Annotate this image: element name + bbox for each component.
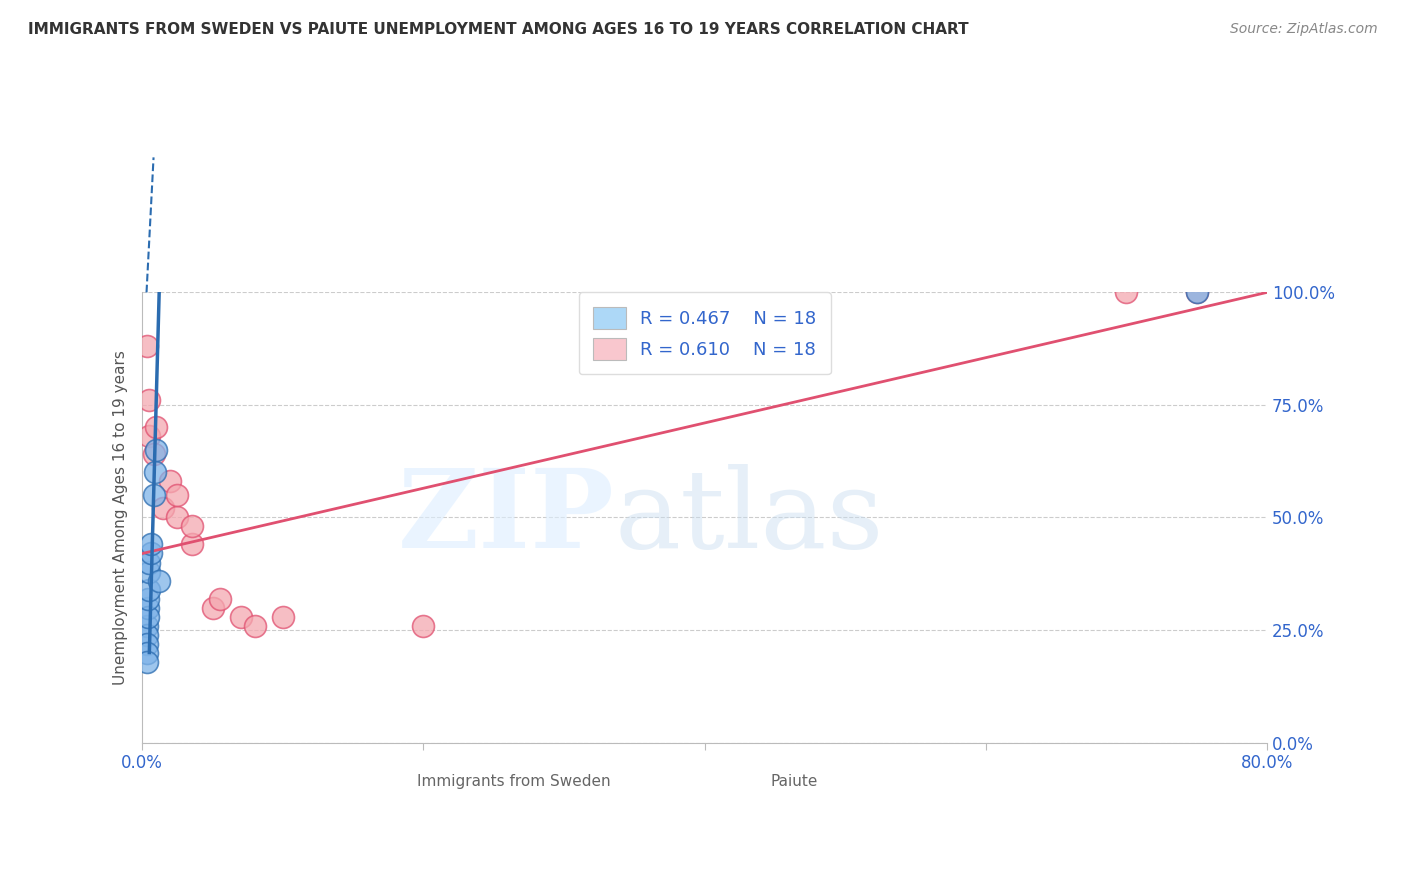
Point [201,600,224,615]
Point [1185,285,1208,300]
Point [145,442,167,457]
Point [136,600,159,615]
Point [135,655,157,669]
Point [159,475,181,489]
Point [412,618,434,632]
Point [208,591,231,606]
Point [229,609,252,624]
Text: Source: ZipAtlas.com: Source: ZipAtlas.com [1230,22,1378,37]
Point [145,420,167,434]
Point [135,646,157,660]
Legend: R = 0.467    N = 18, R = 0.610    N = 18: R = 0.467 N = 18, R = 0.610 N = 18 [579,293,831,375]
Point [143,466,166,480]
Point [166,510,188,524]
Point [243,618,266,632]
Point [180,537,202,551]
Point [166,488,188,502]
Point [135,627,157,641]
Text: IMMIGRANTS FROM SWEDEN VS PAIUTE UNEMPLOYMENT AMONG AGES 16 TO 19 YEARS CORRELAT: IMMIGRANTS FROM SWEDEN VS PAIUTE UNEMPLO… [28,22,969,37]
Point [138,393,160,408]
Point [1115,285,1137,300]
Point [148,574,170,588]
Text: Immigrants from Sweden: Immigrants from Sweden [416,774,610,789]
Point [139,537,162,551]
Point [138,565,160,579]
Point [1185,285,1208,300]
Point [136,609,159,624]
Text: atlas: atlas [614,464,884,571]
Point [136,591,159,606]
Point [138,582,160,597]
Point [135,618,157,632]
Text: ZIP: ZIP [398,464,614,571]
Point [139,547,162,561]
Point [138,429,160,443]
Point [142,488,165,502]
Y-axis label: Unemployment Among Ages 16 to 19 years: Unemployment Among Ages 16 to 19 years [114,350,128,685]
Point [135,636,157,650]
Text: Paiute: Paiute [770,774,818,789]
Point [180,519,202,533]
Point [271,609,294,624]
Point [152,501,174,516]
Point [138,556,160,570]
Point [135,339,157,353]
Point [142,447,165,461]
